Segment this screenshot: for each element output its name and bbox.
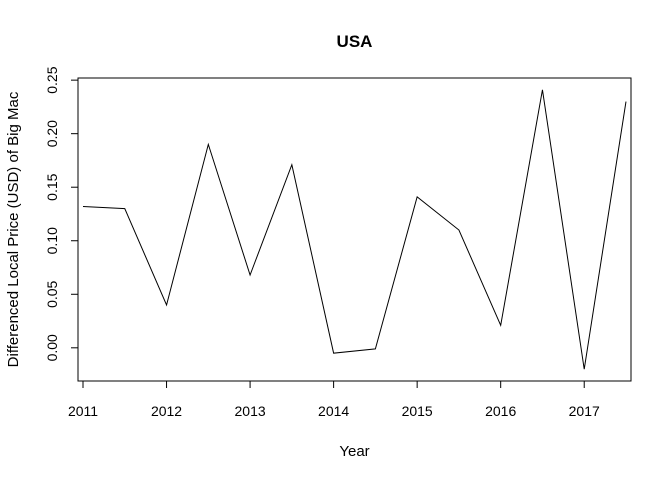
series-layer [82, 89, 627, 370]
x-tick-label: 2013 [235, 403, 266, 419]
y-axis-label: Differenced Local Price (USD) of Big Mac [5, 91, 22, 367]
x-tick-label: 2016 [485, 403, 516, 419]
x-tick-label: 2012 [151, 403, 182, 419]
y-axis: 0.00 0.05 0.10 0.15 0.20 0.25 [44, 66, 79, 361]
chart-title: USA [337, 32, 373, 51]
y-tick-label: 0.20 [44, 120, 60, 147]
x-tick-label: 2011 [68, 403, 98, 419]
series-line [82, 89, 627, 370]
y-tick-label: 0.05 [44, 280, 60, 307]
x-tick-label: 2014 [318, 403, 349, 419]
plot-frame [77, 77, 632, 382]
x-tick-label: 2015 [402, 403, 433, 419]
x-tick-label: 2017 [569, 403, 600, 419]
y-tick-label: 0.25 [44, 66, 60, 93]
x-axis-label: Year [339, 443, 369, 460]
x-axis: 2011 2012 2013 2014 2015 2016 2017 [68, 380, 600, 419]
y-tick-label: 0.15 [44, 173, 60, 200]
y-tick-label: 0.00 [44, 334, 60, 361]
y-tick-label: 0.10 [44, 227, 60, 254]
